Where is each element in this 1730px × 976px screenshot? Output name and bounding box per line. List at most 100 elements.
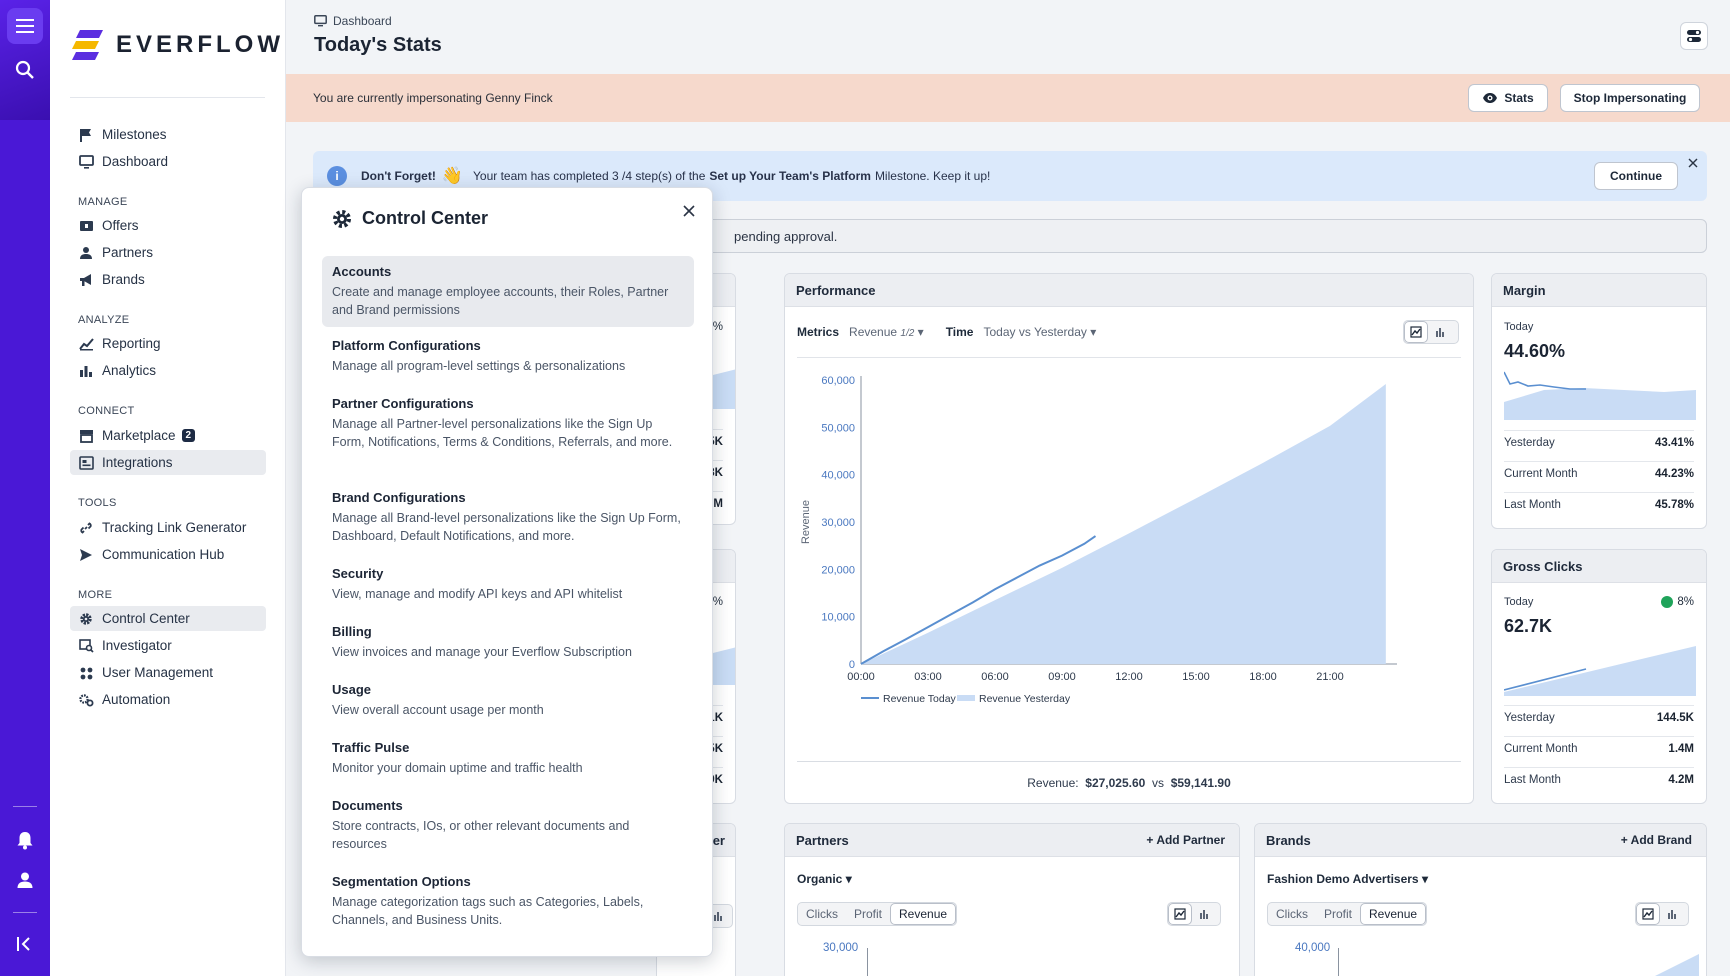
tab-clicks[interactable]: Clicks [806, 907, 838, 921]
performance-filters: Metrics Revenue 1/2 ▾ Time Today vs Yest… [797, 325, 1096, 339]
bell-icon[interactable] [7, 822, 43, 858]
sidebar-item-control-center[interactable]: Control Center [70, 606, 266, 631]
cc-item-platform-configurations[interactable]: Platform Configurations Manage all progra… [332, 338, 626, 373]
control-center-title: Control Center [332, 208, 488, 229]
sidebar-item-reporting[interactable]: Reporting [70, 331, 266, 356]
area-chart-icon[interactable] [1636, 903, 1660, 925]
breadcrumb-label: Dashboard [333, 14, 392, 28]
sidebar-item-label: Milestones [102, 127, 167, 142]
x-tick-label: 03:00 [914, 671, 942, 683]
cc-item-usage[interactable]: Usage View overall account usage per mont… [332, 682, 544, 717]
area-chart-icon[interactable] [1168, 903, 1192, 925]
banner-text-2: Milestone. Keep it up! [874, 169, 991, 183]
divider [797, 761, 1461, 762]
tab-profit[interactable]: Profit [854, 907, 883, 921]
y-axis-label: Revenue [800, 500, 812, 544]
tab-revenue[interactable]: Revenue [1360, 903, 1427, 925]
tab-profit[interactable]: Profit [1324, 907, 1353, 921]
legend-swatch-revenue-yesterday [957, 695, 975, 701]
x-tick-label: 00:00 [847, 671, 875, 683]
stats-button[interactable]: Stats [1468, 84, 1548, 112]
sidebar-item-partners[interactable]: Partners [70, 240, 266, 265]
series-line-revenue-today [860, 535, 1097, 665]
sidebar-item-automation[interactable]: Automation [70, 687, 266, 712]
monitor-icon [314, 15, 327, 27]
investigator-icon [78, 638, 94, 654]
search-icon[interactable] [7, 52, 43, 88]
close-icon[interactable] [678, 200, 700, 222]
chart-type-toggle[interactable] [1635, 902, 1689, 926]
cc-item-traffic-pulse[interactable]: Traffic Pulse Monitor your domain uptime … [332, 740, 583, 775]
gear-icon [333, 209, 351, 228]
banner-text-1: Your team has completed 3 /4 step(s) of … [473, 169, 706, 183]
bar-chart-icon[interactable] [1192, 903, 1216, 925]
cc-item-segmentation-options[interactable]: Segmentation Options Manage categorizatio… [332, 874, 644, 927]
brands-metric-tabs[interactable]: Clicks Profit Revenue [1267, 902, 1428, 926]
sidebar-item-marketplace[interactable]: Marketplace 2 [70, 423, 266, 448]
sidebar-item-tracking-link-generator[interactable]: Tracking Link Generator [70, 515, 266, 540]
toggle-view-button[interactable] [1680, 22, 1708, 50]
clicks-row-last-month: Last Month 4.2M [1504, 767, 1694, 786]
sidebar-item-user-management[interactable]: User Management [70, 660, 266, 685]
brands-title: Brands + Add Brand [1255, 824, 1706, 857]
chart-type-toggle[interactable] [1167, 902, 1221, 926]
hamburger-icon[interactable] [7, 8, 43, 44]
close-icon[interactable] [1687, 156, 1701, 170]
analytics-icon [78, 363, 94, 379]
sidebar-item-offers[interactable]: Offers [70, 213, 266, 238]
section-title-more: MORE [78, 589, 113, 601]
tab-revenue[interactable]: Revenue [890, 903, 957, 925]
metrics-dropdown[interactable]: Revenue 1/2 ▾ [849, 325, 924, 339]
sidebar-item-brands[interactable]: Brands [70, 267, 266, 292]
y-tick-label: 40,000 [821, 470, 855, 482]
pending-text: pending approval. [734, 228, 838, 244]
breadcrumb[interactable]: Dashboard [314, 14, 392, 28]
add-brand-button[interactable]: + Add Brand [1620, 833, 1692, 847]
cc-item-documents[interactable]: Documents Store contracts, IOs, or other … [332, 798, 630, 851]
sidebar-item-label: Communication Hub [102, 547, 225, 562]
y-tick: 30,000 [823, 942, 859, 954]
partners-metric-tabs[interactable]: Clicks Profit Revenue [797, 902, 958, 926]
bar-chart-icon[interactable] [1660, 903, 1684, 925]
chart-type-toggle[interactable] [1403, 320, 1459, 344]
cc-item-brand-configurations[interactable]: Brand Configurations Manage all Brand-lev… [332, 490, 681, 543]
area-chart-icon[interactable] [1404, 321, 1428, 343]
sidebar-item-integrations[interactable]: Integrations [70, 450, 266, 475]
collapse-icon[interactable] [7, 926, 43, 962]
change-indicator: 8% [1661, 596, 1694, 608]
x-tick-label: 12:00 [1115, 671, 1143, 683]
sidebar-item-milestones[interactable]: Milestones [70, 122, 266, 147]
margin-card: Margin Today 44.60% Yesterday 43.41% Curr… [1491, 273, 1707, 529]
sidebar-item-label: Dashboard [102, 154, 169, 169]
sidebar-item-investigator[interactable]: Investigator [70, 633, 266, 658]
brands-filter-dropdown[interactable]: Fashion Demo Advertisers ▾ [1267, 872, 1428, 886]
bar-chart-icon[interactable] [706, 905, 730, 927]
rail-divider [13, 912, 37, 913]
cc-item-accounts[interactable]: Accounts Create and manage employee accou… [322, 256, 694, 327]
sidebar-item-dashboard[interactable]: Dashboard [70, 149, 266, 174]
everflow-logo[interactable]: EVERFLOW [70, 28, 284, 62]
y-tick-label: 30,000 [821, 517, 855, 529]
cc-item-security[interactable]: Security View, manage and modify API keys… [332, 566, 623, 601]
sidebar-item-communication-hub[interactable]: Communication Hub [70, 542, 266, 567]
flag-icon [78, 127, 94, 143]
partners-icon [78, 245, 94, 261]
bar-chart-icon[interactable] [1428, 321, 1452, 343]
performance-title: Performance [785, 274, 1473, 307]
clicks-row-yesterday: Yesterday 144.5K [1504, 705, 1694, 724]
user-icon[interactable] [7, 862, 43, 898]
banner-milestone-link[interactable]: Set up Your Team's Platform [709, 169, 871, 183]
sidebar-item-label: Partners [102, 245, 154, 260]
sidebar-item-analytics[interactable]: Analytics [70, 358, 266, 383]
sidebar-item-label: Analytics [102, 363, 157, 378]
stop-impersonating-button[interactable]: Stop Impersonating [1560, 84, 1700, 112]
sidebar-divider [70, 97, 265, 98]
tab-clicks[interactable]: Clicks [1276, 907, 1308, 921]
time-dropdown[interactable]: Today vs Yesterday ▾ [983, 325, 1097, 339]
add-partner-button[interactable]: + Add Partner [1146, 833, 1225, 847]
partners-filter-dropdown[interactable]: Organic ▾ [797, 872, 852, 886]
y-tick-label: 20,000 [821, 564, 855, 576]
cc-item-partner-configurations[interactable]: Partner Configurations Manage all Partner… [332, 396, 673, 449]
cc-item-billing[interactable]: Billing View invoices and manage your Eve… [332, 624, 632, 659]
continue-button[interactable]: Continue [1594, 162, 1678, 190]
